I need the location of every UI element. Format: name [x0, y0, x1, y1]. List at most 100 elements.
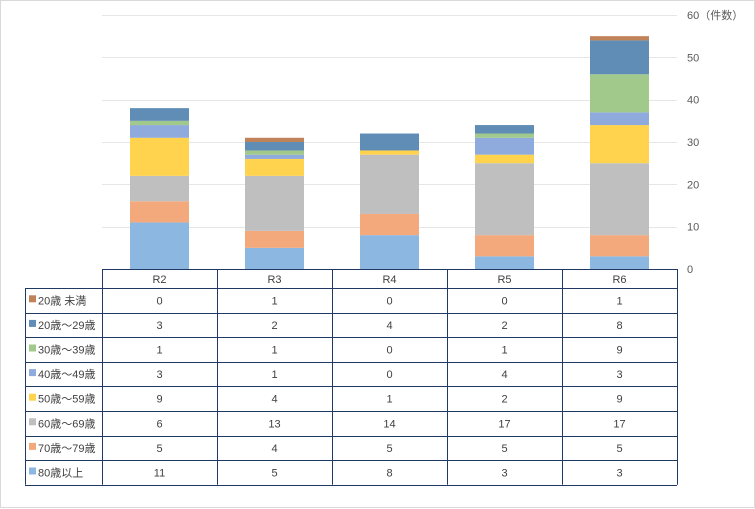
legend-label-5: 30歳～39歳: [38, 344, 95, 357]
bar-R6-series-3: [590, 125, 649, 164]
legend-swatch-6: [29, 319, 36, 327]
data-label-R5-4: 4: [501, 369, 507, 381]
y-tick-label-10: 10: [687, 222, 699, 234]
bar-R3-series-3: [245, 158, 304, 176]
bar-R5-series-3: [475, 154, 534, 164]
bar-R6-series-4: [590, 112, 649, 126]
legend-swatch-0: [29, 467, 36, 475]
data-label-R5-7: 0: [501, 295, 507, 307]
bar-R3-series-7: [245, 137, 304, 142]
bar-R3-series-4: [245, 154, 304, 159]
category-label-R4: R4: [382, 274, 396, 286]
bar-R5-series-4: [475, 137, 534, 155]
category-label-R2: R2: [152, 274, 166, 286]
bar-R3-series-1: [245, 230, 304, 248]
bar-R6-series-7: [590, 36, 649, 41]
data-label-R3-1: 4: [271, 443, 277, 455]
data-label-R6-0: 3: [616, 468, 622, 480]
data-table: R2 R3 R4 R5 R6 20歳 未満 0 1 0 0 1 20歳～29歳 3 2 4 2 8 30歳～39歳…: [25, 269, 678, 486]
legend-label-0: 80歳以上: [38, 467, 83, 480]
data-label-R3-5: 1: [271, 345, 277, 357]
bar-R4-series-0: [360, 235, 419, 269]
legend-label-7: 20歳 未満: [38, 294, 86, 307]
bar-R6-series-2: [590, 163, 649, 236]
legend-swatch-2: [29, 418, 36, 426]
category-label-R5: R5: [497, 274, 511, 286]
bar-R3-series-0: [245, 247, 304, 269]
category-label-R6: R6: [612, 274, 626, 286]
data-label-R5-3: 2: [501, 394, 507, 406]
bar-R4-series-2: [360, 154, 419, 214]
bar-R2-series-2: [130, 175, 189, 202]
bar-R4-series-6: [360, 133, 419, 151]
y-tick-label-20: 20: [687, 179, 699, 191]
legend-label-2: 60歳～69歳: [38, 417, 95, 430]
data-label-R2-7: 0: [156, 295, 162, 307]
y-axis: 0 10 20 30 40 50 60（件数）: [687, 9, 743, 276]
bar-R5-series-2: [475, 163, 534, 236]
data-label-R4-7: 0: [386, 295, 392, 307]
bar-R2-series-1: [130, 201, 189, 223]
data-label-R2-2: 6: [156, 418, 162, 430]
data-label-R5-5: 1: [501, 345, 507, 357]
data-label-R6-3: 9: [616, 394, 622, 406]
bar-R5-series-0: [475, 256, 534, 269]
data-label-R5-0: 3: [501, 468, 507, 480]
legend-swatch-7: [29, 295, 36, 303]
data-label-R6-4: 3: [616, 369, 622, 381]
legend-swatch-5: [29, 344, 36, 352]
legend-label-6: 20歳～29歳: [38, 319, 95, 332]
data-label-R3-7: 1: [271, 295, 277, 307]
legend-label-3: 50歳～59歳: [38, 393, 95, 406]
legend-label-1: 70歳～79歳: [38, 442, 95, 455]
bar-R4-series-1: [360, 213, 419, 236]
data-label-R6-5: 9: [616, 345, 622, 357]
bar-stacks: [130, 36, 649, 269]
data-label-R4-4: 0: [386, 369, 392, 381]
bar-R2-series-5: [130, 120, 189, 126]
bar-R6-series-1: [590, 235, 649, 257]
data-label-R5-2: 17: [498, 418, 510, 430]
bar-R6-series-6: [590, 40, 649, 75]
data-label-R5-1: 5: [501, 443, 507, 455]
data-label-R2-3: 9: [156, 394, 162, 406]
data-label-R2-6: 3: [156, 320, 162, 332]
data-label-R3-4: 1: [271, 369, 277, 381]
legend-swatch-3: [29, 393, 36, 401]
bar-R4-series-3: [360, 150, 419, 155]
bar-R2-series-6: [130, 108, 189, 121]
data-label-R6-6: 8: [616, 320, 622, 332]
data-label-R4-2: 14: [383, 418, 395, 430]
data-label-R4-5: 0: [386, 345, 392, 357]
bar-R3-series-5: [245, 150, 304, 155]
y-tick-label-40: 40: [687, 95, 699, 107]
data-label-R5-6: 2: [501, 320, 507, 332]
bar-R5-series-6: [475, 125, 534, 134]
data-label-R2-4: 3: [156, 369, 162, 381]
data-label-R2-5: 1: [156, 345, 162, 357]
bar-R3-series-2: [245, 175, 304, 231]
bar-R6-series-5: [590, 74, 649, 113]
bar-R6-series-0: [590, 256, 649, 269]
bar-R5-series-1: [475, 235, 534, 257]
bar-R2-series-3: [130, 137, 189, 176]
data-label-R4-0: 8: [386, 468, 392, 480]
y-tick-label-50: 50: [687, 52, 699, 64]
y-tick-label-60: 60（件数）: [687, 9, 743, 22]
data-label-R4-3: 1: [386, 394, 392, 406]
data-label-R3-0: 5: [271, 468, 277, 480]
bar-R2-series-0: [130, 222, 189, 269]
legend-swatch-4: [29, 369, 36, 377]
bar-R5-series-5: [475, 133, 534, 138]
data-label-R4-1: 5: [386, 443, 392, 455]
data-label-R3-6: 2: [271, 320, 277, 332]
bar-R2-series-4: [130, 125, 189, 138]
data-label-R3-3: 4: [271, 394, 277, 406]
y-tick-label-0: 0: [687, 264, 693, 276]
y-tick-label-30: 30: [687, 137, 699, 149]
data-label-R4-6: 4: [386, 320, 392, 332]
legend-swatch-1: [29, 442, 36, 450]
data-label-R6-1: 5: [616, 443, 622, 455]
